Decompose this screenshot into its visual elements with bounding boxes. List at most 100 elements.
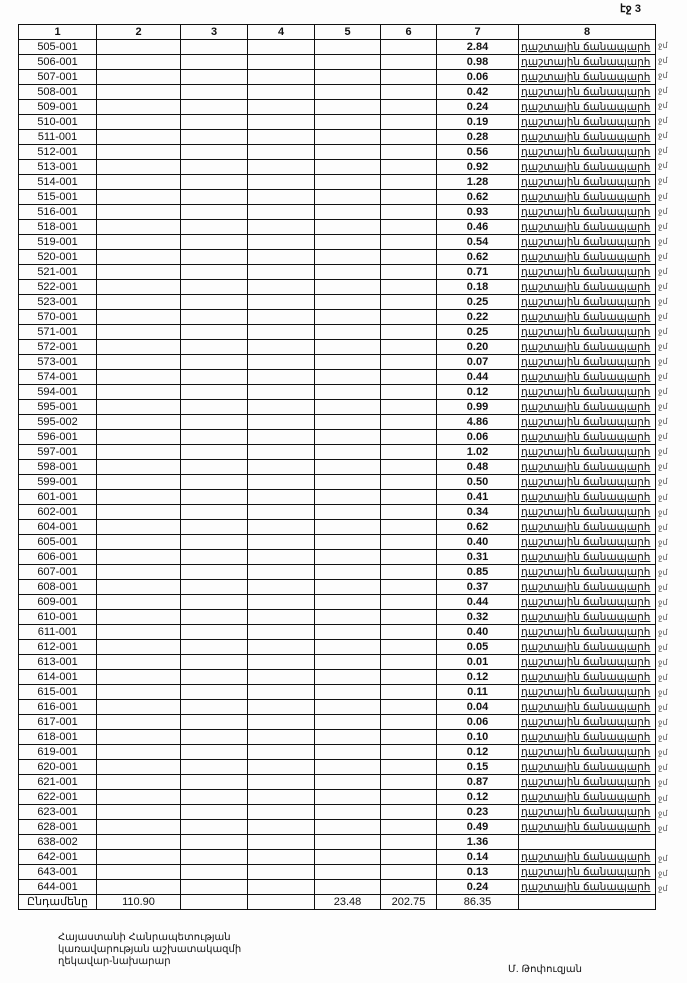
plot-id: 620-001 xyxy=(18,759,97,775)
plot-id: 615-001 xyxy=(18,684,97,700)
margin-suffix: ջմ xyxy=(658,462,668,472)
col6 xyxy=(380,534,437,550)
table-row: 570-001 0.22 դաշտային ճանապարհ xyxy=(18,309,656,325)
col4 xyxy=(247,864,315,880)
plot-id: 616-001 xyxy=(18,699,97,715)
table-row: 512-001 0.56 դաշտային ճանապարհ xyxy=(18,144,656,160)
column-header: 3 xyxy=(180,24,248,40)
plot-id: 601-001 xyxy=(18,489,97,505)
col3 xyxy=(180,819,248,835)
col6 xyxy=(380,144,437,160)
margin-suffix: ջմ xyxy=(658,612,668,622)
col2 xyxy=(96,639,181,655)
col5 xyxy=(314,864,381,880)
col3 xyxy=(180,264,248,280)
col4 xyxy=(247,309,315,325)
col3 xyxy=(180,369,248,385)
col4 xyxy=(247,369,315,385)
col3 xyxy=(180,54,248,70)
plot-id: 622-001 xyxy=(18,789,97,805)
col6 xyxy=(380,519,437,535)
col4 xyxy=(247,504,315,520)
col4 xyxy=(247,819,315,835)
plot-id: 595-001 xyxy=(18,399,97,415)
col5 xyxy=(314,834,381,850)
col5 xyxy=(314,609,381,625)
total-col7: 86.35 xyxy=(436,894,519,910)
plot-id: 513-001 xyxy=(18,159,97,175)
land-type: դաշտային ճանապարհ xyxy=(518,489,656,505)
col3 xyxy=(180,384,248,400)
table-row: 644-001 0.24 դաշտային ճանապարհ xyxy=(18,879,656,895)
margin-suffix: ջմ xyxy=(658,748,668,758)
col4 xyxy=(247,699,315,715)
col2 xyxy=(96,699,181,715)
col5 xyxy=(314,39,381,55)
col6 xyxy=(380,234,437,250)
margin-suffix: ջմ xyxy=(658,597,668,607)
total-col3 xyxy=(180,894,248,910)
plot-id: 519-001 xyxy=(18,234,97,250)
col5 xyxy=(314,294,381,310)
area-value: 0.20 xyxy=(436,339,519,355)
margin-suffix: ջմ xyxy=(658,673,668,683)
land-type: դաշտային ճանապարհ xyxy=(518,159,656,175)
table-row: 522-001 0.18 դաշտային ճանապարհ xyxy=(18,279,656,295)
area-value: 0.12 xyxy=(436,789,519,805)
margin-suffix: ջմ xyxy=(658,763,668,773)
col2 xyxy=(96,489,181,505)
col5 xyxy=(314,219,381,235)
col5 xyxy=(314,459,381,475)
area-value: 0.07 xyxy=(436,354,519,370)
col6 xyxy=(380,99,437,115)
col5 xyxy=(314,414,381,430)
col5 xyxy=(314,129,381,145)
col4 xyxy=(247,489,315,505)
margin-suffix: ջմ xyxy=(658,688,668,698)
col6 xyxy=(380,594,437,610)
col6 xyxy=(380,249,437,265)
margin-suffix: ջմ xyxy=(658,357,668,367)
plot-id: 611-001 xyxy=(18,624,97,640)
col5 xyxy=(314,729,381,745)
col3 xyxy=(180,864,248,880)
signatory-title-line: Հայաստանի Հանրապետության xyxy=(58,932,231,943)
col3 xyxy=(180,99,248,115)
col3 xyxy=(180,699,248,715)
col5 xyxy=(314,684,381,700)
col2 xyxy=(96,564,181,580)
col4 xyxy=(247,684,315,700)
col3 xyxy=(180,579,248,595)
total-label: Ընդամենը xyxy=(18,894,97,910)
area-value: 0.31 xyxy=(436,549,519,565)
col5 xyxy=(314,114,381,130)
column-header: 2 xyxy=(96,24,181,40)
margin-suffix: ջմ xyxy=(658,311,668,321)
land-type: դաշտային ճանապարհ xyxy=(518,309,656,325)
plot-id: 520-001 xyxy=(18,249,97,265)
col4 xyxy=(247,279,315,295)
col3 xyxy=(180,414,248,430)
margin-suffix: ջմ xyxy=(658,342,668,351)
col6 xyxy=(380,609,437,625)
col6 xyxy=(380,759,437,775)
area-value: 0.25 xyxy=(436,324,519,340)
col4 xyxy=(247,534,315,550)
col2 xyxy=(96,129,181,145)
land-type: դաշտային ճանապարհ xyxy=(518,84,656,100)
land-type: դաշտային ճանապարհ xyxy=(518,99,656,115)
table-row: 574-001 0.44 դաշտային ճանապարհ xyxy=(18,369,656,385)
col5 xyxy=(314,399,381,415)
plot-id: 597-001 xyxy=(18,444,97,460)
plot-id: 623-001 xyxy=(18,804,97,820)
col6 xyxy=(380,624,437,640)
col6 xyxy=(380,639,437,655)
land-type: դաշտային ճանապարհ xyxy=(518,399,656,415)
col2 xyxy=(96,774,181,790)
col2 xyxy=(96,504,181,520)
area-value: 0.49 xyxy=(436,819,519,835)
col4 xyxy=(247,759,315,775)
col4 xyxy=(247,144,315,160)
col3 xyxy=(180,834,248,850)
margin-suffix: ջմ xyxy=(658,206,668,216)
